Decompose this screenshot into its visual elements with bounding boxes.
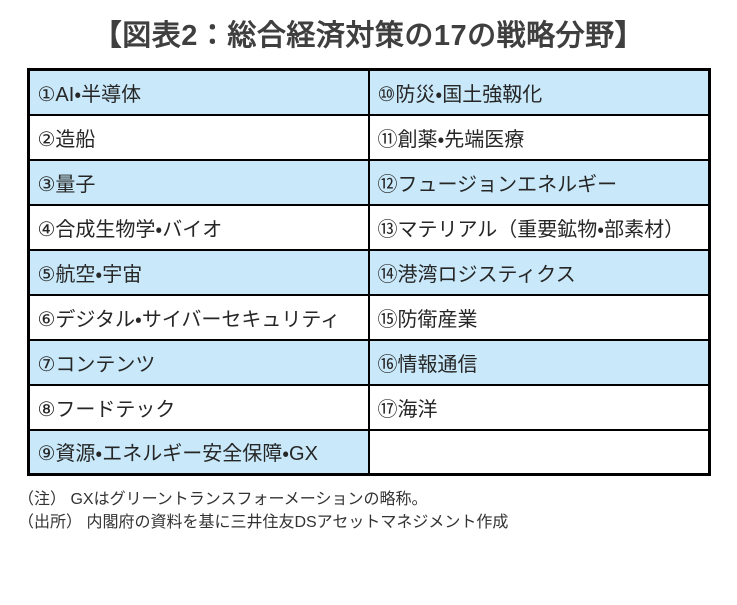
table-row: ⑧フードテック ⑰海洋 bbox=[27, 383, 710, 431]
table-row: ⑨資源・エネルギー安全保障・GX bbox=[27, 428, 710, 476]
table-cell-1: ①AI・半導体 bbox=[27, 68, 370, 116]
table-cell-17: ⑰海洋 bbox=[367, 383, 710, 431]
table-cell-4: ④合成生物学・バイオ bbox=[27, 203, 370, 251]
table-cell-5: ⑤航空・宇宙 bbox=[27, 248, 370, 296]
table-cell-12: ⑫フュージョンエネルギー bbox=[367, 158, 710, 206]
table-cell-8: ⑧フードテック bbox=[27, 383, 370, 431]
table-cell-9: ⑨資源・エネルギー安全保障・GX bbox=[27, 428, 370, 476]
strategy-table-body: ①AI・半導体 ⑩防災・国土強靱化 ②造船 ⑪創薬・先端医療 ③量子 ⑫フュージ… bbox=[27, 68, 710, 476]
table-cell-13: ⑬マテリアル（重要鉱物・部素材） bbox=[367, 203, 710, 251]
source-line: （出所） 内閣府の資料を基に三井住友DSアセットマネジメント作成 bbox=[18, 514, 509, 532]
table-row: ①AI・半導体 ⑩防災・国土強靱化 bbox=[27, 68, 710, 116]
table-row: ⑤航空・宇宙 ⑭港湾ロジスティクス bbox=[27, 248, 710, 296]
table-cell-10: ⑩防災・国土強靱化 bbox=[367, 68, 710, 116]
table-cell-3: ③量子 bbox=[27, 158, 370, 206]
table-cell-2: ②造船 bbox=[27, 113, 370, 161]
table-row: ③量子 ⑫フュージョンエネルギー bbox=[27, 158, 710, 206]
strategy-table: ①AI・半導体 ⑩防災・国土強靱化 ②造船 ⑪創薬・先端医療 ③量子 ⑫フュージ… bbox=[26, 68, 711, 476]
table-cell-16: ⑯情報通信 bbox=[367, 338, 710, 386]
table-cell-7: ⑦コンテンツ bbox=[27, 338, 370, 386]
footnotes: （注） GXはグリーントランスフォーメーションの略称。 （出所） 内閣府の資料を… bbox=[18, 488, 737, 534]
table-row: ②造船 ⑪創薬・先端医療 bbox=[27, 113, 710, 161]
table-cell-11: ⑪創薬・先端医療 bbox=[367, 113, 710, 161]
table-row: ⑦コンテンツ ⑯情報通信 bbox=[27, 338, 710, 386]
table-row: ⑥デジタル・サイバーセキュリティ ⑮防衛産業 bbox=[27, 293, 710, 341]
figure-title: 【図表2：総合経済対策の17の戦略分野】 bbox=[92, 20, 645, 52]
table-cell-6: ⑥デジタル・サイバーセキュリティ bbox=[27, 293, 370, 341]
table-cell-15: ⑮防衛産業 bbox=[367, 293, 710, 341]
table-cell-empty bbox=[367, 428, 710, 476]
table-row: ④合成生物学・バイオ ⑬マテリアル（重要鉱物・部素材） bbox=[27, 203, 710, 251]
note-line: （注） GXはグリーントランスフォーメーションの略称。 bbox=[18, 491, 428, 508]
table-cell-14: ⑭港湾ロジスティクス bbox=[367, 248, 710, 296]
